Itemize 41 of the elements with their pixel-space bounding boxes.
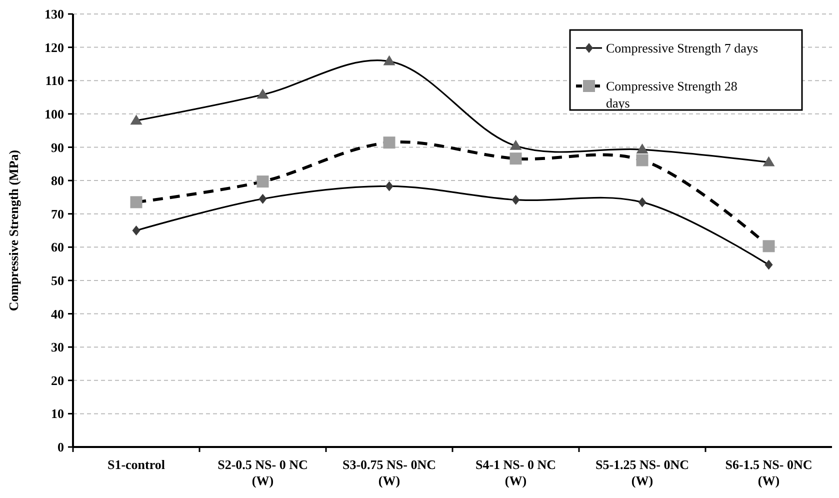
point: [510, 140, 522, 150]
point: [383, 136, 396, 149]
y-tick-label: 30: [51, 340, 64, 355]
x-tick-label: S3-0.75 NS- 0NC (W): [342, 457, 436, 488]
point: [130, 114, 142, 125]
y-tick-label: 0: [58, 440, 64, 455]
y-tick-label: 50: [51, 273, 64, 288]
x-tick-label: S4-1 NS- 0 NC (W): [475, 457, 556, 488]
y-tick-label: 70: [51, 206, 64, 222]
x-tick-label: S1-control: [107, 457, 166, 472]
point: [764, 260, 773, 270]
y-tick-label: 20: [51, 372, 64, 388]
point: [636, 154, 648, 166]
legend-label: Compressive Strength 28 days: [606, 78, 738, 111]
point: [385, 181, 394, 192]
point: [638, 197, 646, 208]
point: [762, 156, 775, 166]
point: [383, 55, 396, 66]
point: [256, 88, 269, 99]
point: [258, 194, 267, 204]
y-axis-title: Compressive Strength (MPa): [6, 150, 21, 312]
x-tick-label: S2-0.5 NS- 0 NC (W): [218, 457, 308, 488]
x-tick-label: S6-1.5 NS- 0NC (W): [725, 457, 812, 488]
point: [510, 152, 522, 165]
y-tick-label: 80: [51, 173, 64, 188]
y-tick-label: 110: [45, 73, 64, 88]
y-tick-label: 90: [51, 140, 64, 155]
point: [256, 176, 269, 188]
y-tick-label: 130: [44, 6, 64, 22]
y-tick-label: 120: [44, 40, 64, 55]
y-tick-label: 10: [51, 406, 64, 422]
point: [512, 194, 520, 205]
point: [762, 240, 775, 252]
point: [130, 196, 142, 208]
point: [636, 144, 648, 154]
x-tick-label: S5-1.25 NS- 0NC (W): [595, 457, 690, 488]
y-tick-label: 100: [44, 106, 64, 122]
point: [132, 226, 140, 236]
y-tick-label: 40: [51, 306, 64, 322]
legend-label: Compressive Strength 7 days: [606, 40, 758, 56]
y-tick-label: 60: [51, 240, 64, 255]
